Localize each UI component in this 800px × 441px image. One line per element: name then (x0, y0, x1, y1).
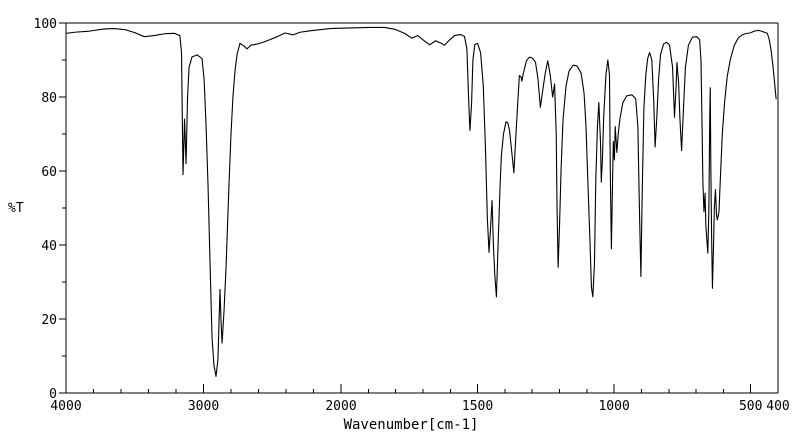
x-tick-label: 400 (766, 399, 789, 414)
x-tick-label: 1500 (462, 399, 493, 414)
x-tick-label: 2000 (325, 399, 356, 414)
y-tick-label: 20 (41, 313, 57, 328)
y-tick-label: 0 (49, 387, 57, 402)
x-tick-label: 4000 (50, 399, 81, 414)
y-tick-label: 40 (41, 239, 57, 254)
spectrum-curve (65, 26, 777, 377)
y-tick-label: 80 (41, 91, 57, 106)
y-axis-label: %T (8, 201, 24, 216)
y-tick-label: 60 (41, 165, 57, 180)
x-tick-label: 500 (739, 399, 762, 414)
plot-border (65, 22, 779, 394)
x-axis-label: Wavenumber[cm-1] (0, 417, 800, 433)
y-tick-label: 100 (34, 17, 57, 32)
x-tick-label: 3000 (188, 399, 219, 414)
x-axis-label-text: Wavenumber[cm-1] (343, 417, 479, 433)
x-tick-label: 1000 (598, 399, 629, 414)
